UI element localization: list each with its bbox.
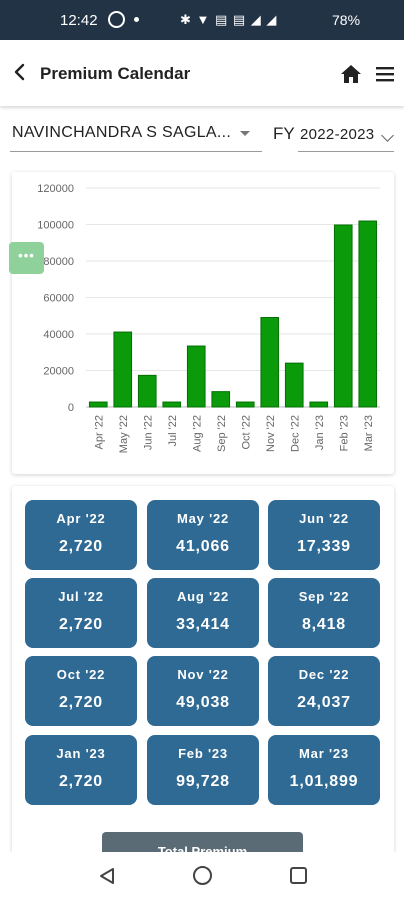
month-premium: 2,720 (58, 773, 104, 790)
y-tick-label: 100000 (37, 220, 74, 232)
month-tile-aug[interactable]: Aug '22 33,414 (147, 578, 259, 648)
nav-back-icon[interactable] (98, 867, 116, 885)
month-tile-jan[interactable]: Jan '23 2,720 (25, 735, 137, 805)
month-label: Mar '23 (299, 746, 349, 761)
bar[interactable] (162, 401, 182, 408)
bar[interactable] (284, 362, 304, 408)
chevron-down-icon (381, 129, 394, 142)
status-time: 12:42 (60, 12, 98, 29)
month-tile-feb[interactable]: Feb '23 99,728 (147, 735, 259, 805)
month-premium: 17,339 (297, 538, 351, 555)
dropdown-arrow-icon (240, 131, 250, 136)
month-tile-sep[interactable]: Sep '22 8,418 (268, 578, 380, 648)
month-label: Feb '23 (178, 746, 228, 761)
premium-bar-chart: 0 20000 40000 60000 80000 100000 120000 Apr '22… (37, 183, 380, 453)
x-tick-label: Dec '22 (289, 415, 301, 452)
more-options-button[interactable]: ••• (9, 242, 44, 274)
month-tile-nov[interactable]: Nov '22 49,038 (147, 656, 259, 726)
month-premium: 1,01,899 (289, 773, 359, 790)
x-tick-label: Jun '22 (142, 415, 154, 450)
month-label: Jul '22 (58, 589, 104, 604)
premium-chart-card: 0 20000 40000 60000 80000 100000 120000 Apr '22… (12, 172, 394, 474)
month-premium: 8,418 (301, 616, 347, 633)
month-label: Jan '23 (56, 746, 106, 761)
x-tick-label: Jan '23 (314, 415, 326, 450)
x-tick-label: Jul '22 (167, 415, 179, 446)
y-tick-label: 120000 (37, 183, 74, 195)
month-tile-dec[interactable]: Dec '22 24,037 (268, 656, 380, 726)
x-tick-label: Nov '22 (265, 415, 277, 452)
bar[interactable] (358, 220, 378, 408)
month-tile-mar[interactable]: Mar '23 1,01,899 (268, 735, 380, 805)
bar[interactable] (333, 224, 353, 408)
month-premium: 2,720 (58, 616, 104, 633)
x-tick-label: Mar '23 (363, 415, 375, 451)
bar[interactable] (260, 317, 280, 408)
month-label: Oct '22 (56, 667, 106, 682)
home-icon[interactable] (340, 64, 362, 84)
whatsapp-icon (108, 11, 125, 28)
monthly-premium-grid: Apr '22 2,720 May '22 41,066 Jun '22 17,… (12, 486, 394, 856)
bar[interactable] (113, 331, 133, 408)
y-tick-label: 40000 (43, 329, 74, 341)
month-tile-jul[interactable]: Jul '22 2,720 (25, 578, 137, 648)
month-tile-apr[interactable]: Apr '22 2,720 (25, 500, 137, 570)
battery-level: 78% (332, 12, 361, 28)
month-premium: 24,037 (297, 694, 351, 711)
x-tick-label: Apr '22 (93, 415, 105, 450)
month-label: Apr '22 (56, 511, 106, 526)
app-bar: Premium Calendar (0, 40, 404, 106)
month-premium: 49,038 (176, 694, 230, 711)
month-label: Aug '22 (176, 589, 230, 604)
y-tick-label: 20000 (43, 366, 74, 378)
client-dropdown-value: NAVINCHANDRA S SAGLA... (12, 124, 232, 141)
notification-dot-icon (134, 17, 139, 22)
system-status-icons: ✱ ▼ ▤ ▤ ◢ ◢ (180, 12, 278, 27)
y-tick-label: 60000 (43, 293, 74, 305)
month-tile-oct[interactable]: Oct '22 2,720 (25, 656, 137, 726)
nav-home-icon[interactable] (193, 866, 212, 885)
month-label: Dec '22 (298, 667, 350, 682)
month-label: May '22 (176, 511, 230, 526)
fy-label: FY (273, 124, 295, 143)
y-tick-label: 80000 (43, 256, 74, 268)
page-title: Premium Calendar (40, 64, 191, 83)
bar[interactable] (211, 391, 231, 408)
month-label: Sep '22 (298, 589, 350, 604)
back-arrow-icon[interactable] (10, 60, 30, 84)
x-tick-label: May '22 (118, 415, 130, 453)
month-premium: 2,720 (58, 694, 104, 711)
total-premium-button[interactable]: Total Premium (102, 832, 303, 852)
bar[interactable] (88, 401, 108, 408)
bar[interactable] (309, 401, 329, 408)
menu-icon[interactable] (376, 66, 394, 82)
month-label: Nov '22 (177, 667, 229, 682)
month-tile-may[interactable]: May '22 41,066 (147, 500, 259, 570)
y-tick-label: 0 (68, 402, 74, 414)
bar[interactable] (186, 345, 206, 408)
system-navigation-bar (0, 852, 404, 900)
bar[interactable] (137, 374, 157, 408)
x-tick-label: Sep '22 (216, 415, 228, 452)
filter-row: NAVINCHANDRA S SAGLA... FY 2022-2023 (0, 114, 404, 156)
fy-dropdown-value: 2022-2023 (300, 126, 375, 143)
month-premium: 41,066 (176, 538, 230, 555)
month-premium: 33,414 (176, 616, 230, 633)
x-tick-label: Aug '22 (191, 415, 203, 452)
bar[interactable] (235, 401, 255, 408)
nav-recents-icon[interactable] (290, 867, 307, 884)
client-dropdown[interactable]: NAVINCHANDRA S SAGLA... (10, 122, 262, 152)
month-premium: 99,728 (176, 773, 230, 790)
status-bar: 12:42 ✱ ▼ ▤ ▤ ◢ ◢ 78% (0, 0, 404, 40)
x-tick-label: Feb '23 (338, 415, 350, 451)
month-tile-jun[interactable]: Jun '22 17,339 (268, 500, 380, 570)
x-tick-label: Oct '22 (240, 415, 252, 450)
month-label: Jun '22 (299, 511, 349, 526)
fy-dropdown[interactable]: 2022-2023 (298, 122, 394, 152)
month-premium: 2,720 (58, 538, 104, 555)
